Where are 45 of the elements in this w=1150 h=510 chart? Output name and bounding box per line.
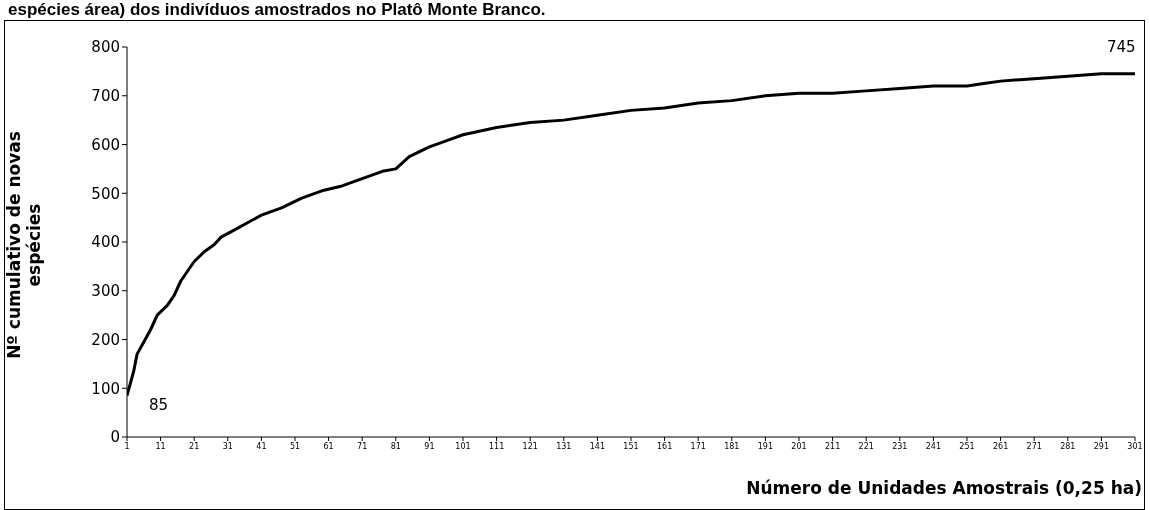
chart-title: espécies área) dos indivíduos amostrados no Platô Monte Branco.	[8, 0, 546, 20]
y-tick-label: 800	[91, 38, 120, 57]
x-tick-label: 1	[124, 441, 130, 451]
x-tick-label: 71	[357, 441, 368, 451]
x-tick-label: 51	[289, 441, 301, 451]
x-tick-label: 261	[992, 441, 1009, 451]
x-tick-label: 41	[256, 441, 267, 451]
x-tick-label: 301	[1127, 441, 1143, 451]
x-tick-label: 101	[455, 441, 471, 451]
annotation: 745	[1107, 37, 1136, 56]
x-tick-label: 231	[892, 441, 908, 451]
y-tick-label: 300	[91, 282, 120, 301]
x-tick-label: 291	[1093, 441, 1110, 451]
x-tick-label: 11	[155, 441, 166, 451]
y-tick-label: 200	[91, 330, 120, 349]
x-tick-label: 141	[589, 441, 606, 451]
x-tick-label: 81	[390, 441, 401, 451]
x-tick-label: 171	[690, 441, 706, 451]
x-tick-label: 191	[757, 441, 774, 451]
y-tick-label: 0	[110, 428, 120, 447]
x-tick-label: 91	[424, 441, 435, 451]
x-tick-label: 21	[189, 441, 200, 451]
x-tick-label: 201	[791, 441, 807, 451]
y-tick-label: 100	[91, 379, 120, 398]
y-axis-title: Nº cumulativo de novas espécies	[4, 131, 44, 359]
x-tick-label: 151	[623, 441, 639, 451]
y-tick-label: 400	[91, 233, 120, 252]
x-tick-label: 241	[925, 441, 942, 451]
x-tick-label: 221	[858, 441, 874, 451]
x-tick-label: 131	[556, 441, 572, 451]
x-tick-label: 111	[488, 441, 505, 451]
x-tick-label: 121	[522, 441, 538, 451]
x-tick-label: 31	[222, 441, 233, 451]
x-tick-label: 251	[959, 441, 975, 451]
y-tick-label: 500	[91, 184, 120, 203]
x-tick-label: 211	[824, 441, 841, 451]
x-tick-label: 181	[724, 441, 740, 451]
y-tick-label: 600	[91, 135, 120, 154]
x-tick-label: 61	[323, 441, 334, 451]
x-tick-label: 161	[656, 441, 673, 451]
x-tick-label: 271	[1026, 441, 1042, 451]
x-axis-title: Número de Unidades Amostrais (0,25 ha)	[746, 478, 1142, 498]
x-tick-label: 281	[1060, 441, 1076, 451]
y-tick-label: 700	[91, 87, 120, 106]
annotation: 85	[149, 395, 169, 414]
